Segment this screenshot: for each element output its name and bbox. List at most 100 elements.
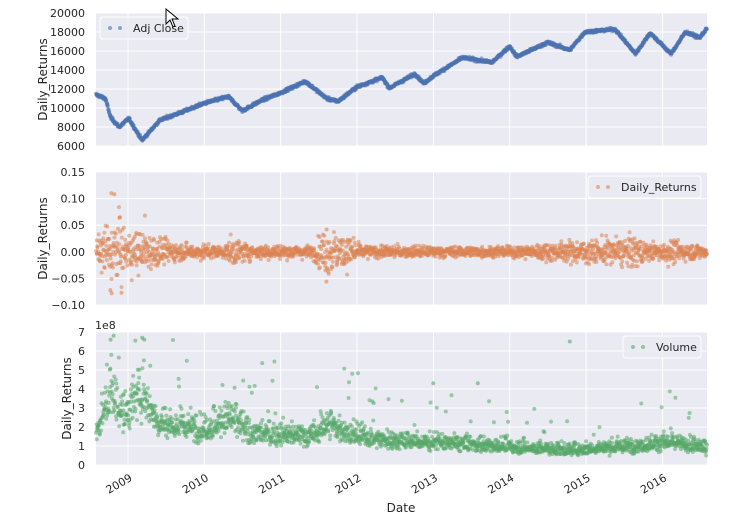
y-axis-label: Daily_Returns xyxy=(60,357,74,439)
data-point xyxy=(110,265,115,270)
data-point xyxy=(317,265,322,270)
data-point xyxy=(106,400,111,405)
data-point xyxy=(279,421,284,426)
data-point xyxy=(137,387,142,392)
data-point xyxy=(147,394,152,399)
data-point xyxy=(575,240,580,245)
data-point xyxy=(266,409,271,414)
data-point xyxy=(116,355,121,360)
data-point xyxy=(574,260,579,265)
series-points xyxy=(94,25,709,143)
data-point xyxy=(99,428,103,433)
data-point xyxy=(620,265,625,270)
data-point xyxy=(142,236,147,241)
data-point xyxy=(324,279,329,284)
data-point xyxy=(120,402,125,407)
data-point xyxy=(226,400,231,405)
data-point xyxy=(177,384,181,389)
data-point xyxy=(112,408,117,413)
data-point xyxy=(121,265,126,270)
data-point xyxy=(553,243,558,248)
data-point xyxy=(136,273,141,278)
data-point xyxy=(134,263,139,268)
data-point xyxy=(219,435,223,440)
data-point xyxy=(635,259,639,264)
data-point xyxy=(281,415,286,420)
data-point xyxy=(169,416,174,421)
legend-marker xyxy=(606,185,610,189)
data-point xyxy=(651,239,656,244)
data-point xyxy=(173,413,178,418)
y-tick-label: 4 xyxy=(78,383,85,396)
y-axis-label: Daily_Returns xyxy=(36,197,50,279)
data-point xyxy=(163,406,168,411)
data-point xyxy=(323,260,328,265)
data-point xyxy=(123,237,128,242)
data-point xyxy=(121,408,126,413)
data-point xyxy=(206,241,211,246)
data-point xyxy=(94,437,99,442)
data-point xyxy=(113,400,117,405)
data-point xyxy=(220,383,225,387)
data-point xyxy=(107,236,112,241)
data-point xyxy=(198,438,203,443)
data-point xyxy=(104,258,109,263)
data-point xyxy=(248,259,253,263)
data-point xyxy=(237,256,242,261)
data-point xyxy=(137,132,142,137)
data-point xyxy=(321,243,326,247)
data-point xyxy=(233,405,238,410)
data-point xyxy=(332,230,336,235)
y-tick-label: 0.10 xyxy=(61,193,86,206)
data-point xyxy=(247,384,252,389)
data-point xyxy=(152,238,157,243)
data-point xyxy=(222,431,227,435)
data-point xyxy=(119,235,124,240)
data-point xyxy=(238,431,243,436)
legend-marker xyxy=(596,185,600,189)
data-point xyxy=(113,377,118,382)
data-point xyxy=(173,243,178,248)
daily-returns-panel: −0.10−0.050.000.050.100.15Daily_ReturnsD… xyxy=(36,166,709,312)
data-point xyxy=(141,358,146,363)
y-tick-label: −0.10 xyxy=(51,299,85,312)
y-tick-label: 6000 xyxy=(57,140,85,153)
data-point xyxy=(109,277,114,281)
data-point xyxy=(326,271,331,276)
data-point xyxy=(102,265,107,270)
data-point xyxy=(184,358,189,363)
data-point xyxy=(130,262,134,267)
data-point xyxy=(267,419,272,424)
data-point xyxy=(247,417,252,422)
data-point xyxy=(298,441,303,446)
data-point xyxy=(117,215,122,220)
data-point xyxy=(594,260,599,264)
data-point xyxy=(599,233,604,238)
data-point xyxy=(568,262,573,267)
data-point xyxy=(234,402,239,407)
data-point xyxy=(108,288,113,293)
y-tick-label: −0.05 xyxy=(51,272,85,285)
data-point xyxy=(104,362,109,367)
data-point xyxy=(126,246,131,251)
data-point xyxy=(155,415,160,420)
data-point xyxy=(300,257,305,262)
data-point xyxy=(661,242,666,247)
data-point xyxy=(139,410,143,415)
data-point xyxy=(115,272,120,277)
data-point xyxy=(289,419,294,424)
data-point xyxy=(232,385,237,390)
data-point xyxy=(95,245,100,250)
y-tick-label: 0.15 xyxy=(61,166,86,179)
data-point xyxy=(614,234,619,239)
legend: Adj Close xyxy=(99,16,189,40)
data-point xyxy=(351,235,356,240)
data-point xyxy=(123,389,128,393)
data-point xyxy=(267,429,272,434)
data-point xyxy=(142,213,147,218)
data-point xyxy=(113,231,118,236)
data-point xyxy=(179,243,184,248)
data-point xyxy=(115,246,120,251)
data-point xyxy=(162,262,167,267)
